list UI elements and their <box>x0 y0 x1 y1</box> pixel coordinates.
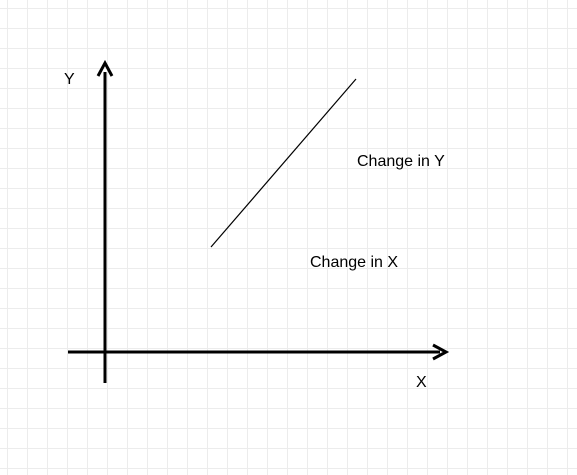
y-axis-label: Y <box>64 71 75 88</box>
y-axis-arrowhead <box>96 59 114 77</box>
x-axis-arrowhead <box>432 343 450 361</box>
x-axis-label: X <box>416 374 427 391</box>
change-in-x-label: Change in X <box>310 254 399 271</box>
change-in-y-label: Change in Y <box>357 153 445 170</box>
slope-line <box>210 78 357 248</box>
